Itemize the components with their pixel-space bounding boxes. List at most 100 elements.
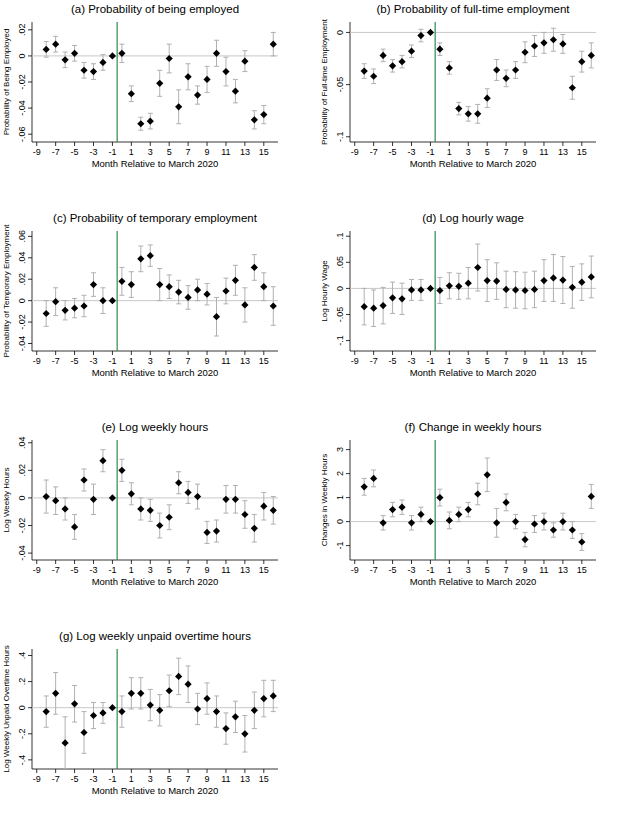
point bbox=[62, 56, 69, 63]
point bbox=[62, 505, 69, 512]
point bbox=[222, 68, 229, 75]
panel: (a) Probability of being employed-.06-.0… bbox=[2, 3, 278, 169]
point bbox=[232, 88, 239, 95]
x-tick-label: -1 bbox=[108, 565, 116, 575]
plot-area bbox=[350, 440, 596, 560]
x-tick bbox=[55, 560, 56, 564]
point bbox=[531, 42, 538, 49]
x-tick-label: 3 bbox=[466, 147, 471, 157]
point bbox=[128, 690, 135, 697]
point bbox=[455, 511, 462, 518]
x-tick-label: 15 bbox=[259, 565, 269, 575]
y-tick bbox=[28, 82, 32, 83]
point bbox=[156, 80, 163, 87]
x-tick-label: 3 bbox=[466, 356, 471, 366]
point bbox=[128, 490, 135, 497]
y-axis-label: Changes in Weekly Hours bbox=[320, 454, 329, 546]
x-tick bbox=[525, 351, 526, 355]
point bbox=[118, 467, 125, 474]
point bbox=[569, 84, 576, 91]
zero-line bbox=[32, 55, 278, 56]
x-tick bbox=[354, 560, 355, 564]
panel: (e) Log weekly hours-.04-.020.02.04-9-7-… bbox=[2, 421, 278, 587]
point bbox=[213, 50, 220, 57]
x-tick-label: 7 bbox=[504, 147, 509, 157]
point bbox=[241, 58, 248, 65]
point bbox=[569, 284, 576, 291]
y-tick bbox=[28, 525, 32, 526]
x-tick bbox=[74, 560, 75, 564]
point bbox=[380, 52, 387, 59]
x-tick bbox=[468, 560, 469, 564]
point bbox=[232, 713, 239, 720]
point bbox=[484, 277, 491, 284]
point bbox=[389, 294, 396, 301]
point bbox=[493, 66, 500, 73]
point bbox=[427, 29, 434, 36]
x-axis-label: Month Relative to March 2020 bbox=[92, 158, 219, 169]
x-tick bbox=[506, 560, 507, 564]
x-tick bbox=[244, 769, 245, 773]
x-tick bbox=[36, 769, 37, 773]
x-tick bbox=[373, 560, 374, 564]
y-tick bbox=[28, 134, 32, 135]
x-tick-label: -1 bbox=[426, 356, 434, 366]
plot-area bbox=[32, 231, 278, 351]
point bbox=[203, 529, 210, 536]
x-tick-label: 11 bbox=[221, 147, 230, 157]
x-tick-label: 13 bbox=[558, 565, 568, 575]
y-axis bbox=[350, 22, 351, 142]
x-tick bbox=[430, 351, 431, 355]
y-tick bbox=[346, 497, 350, 498]
x-tick bbox=[392, 142, 393, 146]
y-tick-label: 1 bbox=[335, 495, 345, 500]
point bbox=[408, 48, 415, 55]
x-axis-label: Month Relative to March 2020 bbox=[92, 367, 219, 378]
point bbox=[80, 729, 87, 736]
point bbox=[90, 281, 97, 288]
y-tick bbox=[346, 136, 350, 137]
y-tick bbox=[28, 553, 32, 554]
x-tick bbox=[430, 142, 431, 146]
point bbox=[43, 46, 50, 53]
x-tick bbox=[244, 560, 245, 564]
panel-title: (f) Change in weekly hours bbox=[405, 421, 542, 433]
x-tick-label: -1 bbox=[108, 356, 116, 366]
point bbox=[578, 279, 585, 286]
x-tick bbox=[131, 142, 132, 146]
point bbox=[455, 105, 462, 112]
x-tick-label: 3 bbox=[148, 147, 153, 157]
point bbox=[474, 490, 481, 497]
point bbox=[270, 302, 277, 309]
point bbox=[370, 73, 377, 80]
x-axis-label: Month Relative to March 2020 bbox=[410, 158, 537, 169]
x-axis bbox=[32, 769, 278, 770]
x-tick-label: -3 bbox=[89, 774, 97, 784]
x-tick-label: -7 bbox=[370, 565, 378, 575]
x-tick-label: 5 bbox=[485, 565, 490, 575]
x-tick bbox=[112, 560, 113, 564]
x-tick-label: 7 bbox=[186, 774, 191, 784]
x-tick bbox=[36, 142, 37, 146]
y-axis-label: Log Weekly Hours bbox=[2, 467, 11, 532]
point bbox=[436, 46, 443, 53]
point bbox=[213, 313, 220, 320]
point bbox=[222, 496, 229, 503]
point bbox=[156, 281, 163, 288]
point bbox=[137, 690, 144, 697]
point bbox=[185, 681, 192, 688]
panel-title: (a) Probability of being employed bbox=[71, 3, 239, 15]
x-tick-label: 15 bbox=[577, 356, 587, 366]
point bbox=[232, 496, 239, 503]
x-tick-label: 9 bbox=[205, 356, 210, 366]
y-tick bbox=[28, 322, 32, 323]
x-tick bbox=[373, 142, 374, 146]
point bbox=[408, 519, 415, 526]
y-tick bbox=[28, 733, 32, 734]
point bbox=[90, 496, 97, 503]
y-tick-label: -.04 bbox=[17, 336, 27, 352]
x-tick-label: -3 bbox=[89, 356, 97, 366]
x-tick-label: 13 bbox=[558, 356, 568, 366]
x-tick bbox=[562, 560, 563, 564]
point bbox=[43, 708, 50, 715]
